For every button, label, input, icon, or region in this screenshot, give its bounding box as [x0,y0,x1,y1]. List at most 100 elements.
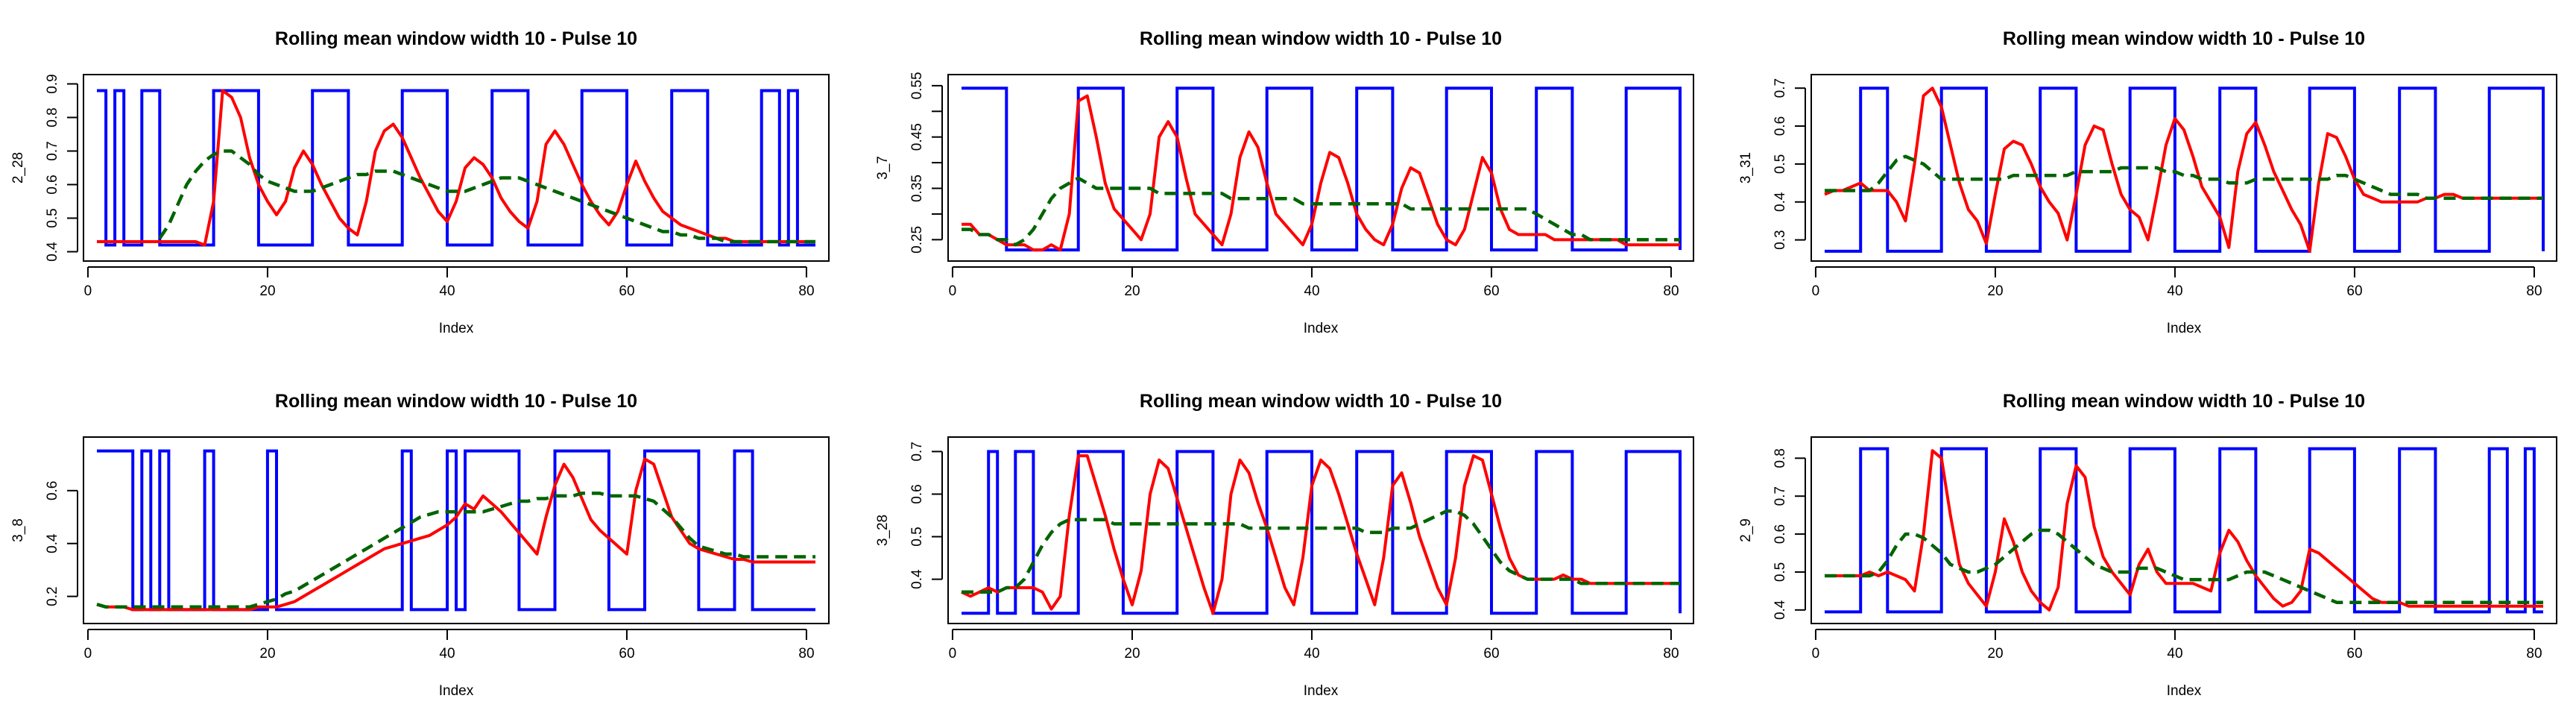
panel-5: Rolling mean window width 10 - Pulse 10 0… [875,391,1694,699]
x-axis: 0 20 40 60 80 [949,629,1679,662]
x-tick-label: 20 [1987,283,2003,299]
y-tick-label: 0.4 [45,533,60,553]
x-tick-label: 20 [1124,283,1140,299]
x-axis-label: Index [2167,683,2202,699]
x-tick-label: 40 [2167,283,2182,299]
y-tick-label: 0.5 [45,208,60,227]
x-tick-label: 0 [84,283,92,299]
rolling-mean-series-line [158,149,815,244]
y-axis-label: 2_28 [10,152,26,183]
x-tick-label: 60 [2346,646,2362,662]
x-tick-label: 20 [1124,646,1140,662]
x-tick-label: 80 [1663,646,1679,662]
x-tick-label: 20 [259,646,275,662]
value-series-line [1824,87,2543,253]
x-tick-label: 80 [2526,283,2542,299]
pulse-series-line [962,450,1682,615]
x-tick-label: 0 [1812,283,1820,299]
panel-1: Rolling mean window width 10 - Pulse 10 0… [10,28,830,336]
y-axis: 0.4 0.5 0.6 0.7 0.8 [1772,448,1806,620]
y-tick-label: 0.4 [1772,600,1788,620]
y-axis: 0.3 0.4 0.5 0.6 0.7 [1772,78,1806,250]
panel-title: Rolling mean window width 10 - Pulse 10 [2003,28,2365,49]
y-tick-label: 0.4 [1772,192,1788,212]
x-axis-label: Index [2167,321,2202,336]
x-axis-label: Index [439,321,474,336]
plot-frame [1811,436,2557,624]
rolling-mean-series-line [962,509,1680,594]
x-axis: 0 20 40 60 80 [84,266,815,299]
y-tick-label: 0.6 [45,175,60,194]
plot-frame [1811,74,2557,262]
panel-3: Rolling mean window width 10 - Pulse 10 0… [1738,28,2557,336]
plot-frame [947,436,1694,624]
plot-frame [83,74,830,262]
panel-title: Rolling mean window width 10 - Pulse 10 [1140,391,1502,412]
y-axis-label: 3_7 [875,156,891,180]
y-tick-label: 0.3 [1772,230,1788,249]
y-tick-label: 0.5 [909,527,925,546]
y-tick-label: 0.7 [45,141,60,160]
x-tick-label: 80 [1663,283,1679,299]
x-axis-label: Index [1304,321,1339,336]
x-tick-label: 40 [439,646,455,662]
x-tick-label: 0 [949,646,957,662]
y-tick-label: 0.8 [1772,448,1788,468]
value-series-line [96,457,815,612]
x-axis: 0 20 40 60 80 [1812,266,2542,299]
pulse-series-line [1825,447,2543,614]
x-axis: 0 20 40 60 80 [1812,629,2542,662]
x-axis-label: Index [1304,683,1339,699]
pulse-series-line [1825,87,2545,253]
y-tick-label: 0.5 [1772,562,1788,582]
x-tick-label: 80 [798,646,814,662]
pulse-series-line [97,449,815,612]
value-series-line [97,89,815,247]
x-tick-label: 40 [1304,283,1319,299]
y-axis: 0.25 0.35 0.45 0.55 [909,72,943,254]
y-tick-label: 0.7 [1772,78,1788,98]
x-tick-label: 60 [1483,283,1499,299]
rolling-mean-series-line [1825,154,2543,200]
x-tick-label: 40 [439,283,455,299]
plot-frame [83,436,830,624]
y-axis: 0.2 0.4 0.6 [45,481,78,606]
plot-frame [947,74,1694,262]
panel-6: Rolling mean window width 10 - Pulse 10 0… [1738,391,2557,699]
x-tick-label: 60 [1483,646,1499,662]
y-axis-label: 3_28 [875,515,891,546]
x-tick-label: 0 [84,646,92,662]
y-tick-label: 0.6 [1772,524,1788,544]
y-tick-label: 0.6 [909,484,925,503]
y-tick-label: 0.9 [45,74,60,93]
x-tick-label: 80 [2526,646,2542,662]
panel-2: Rolling mean window width 10 - Pulse 10 0… [875,28,1694,336]
panel-4: Rolling mean window width 10 - Pulse 10 0… [10,391,830,699]
x-tick-label: 60 [2346,283,2362,299]
value-series-line [1825,449,2543,612]
x-tick-label: 60 [619,646,634,662]
x-tick-label: 0 [1812,646,1820,662]
x-tick-label: 20 [259,283,275,299]
y-tick-label: 0.5 [1772,154,1788,174]
panel-title: Rolling mean window width 10 - Pulse 10 [1140,28,1502,49]
y-axis-label: 2_9 [1738,518,1754,542]
y-tick-label: 0.35 [909,175,925,202]
pulse-series-line [962,87,1682,252]
x-tick-label: 40 [1304,646,1319,662]
y-tick-label: 0.55 [909,72,925,99]
y-tick-label: 0.7 [909,442,925,461]
y-axis-label: 3_31 [1738,152,1754,183]
y-tick-label: 0.8 [45,107,60,127]
y-tick-label: 0.4 [45,242,60,262]
y-tick-label: 0.6 [45,481,60,500]
rolling-mean-series-line [96,492,815,609]
panel-title: Rolling mean window width 10 - Pulse 10 [275,391,637,412]
x-axis: 0 20 40 60 80 [84,629,815,662]
y-axis-label: 3_8 [10,518,26,542]
rolling-mean-series-line [962,176,1680,247]
y-tick-label: 0.45 [909,123,925,151]
y-tick-label: 0.25 [909,226,925,254]
x-tick-label: 40 [2167,646,2182,662]
